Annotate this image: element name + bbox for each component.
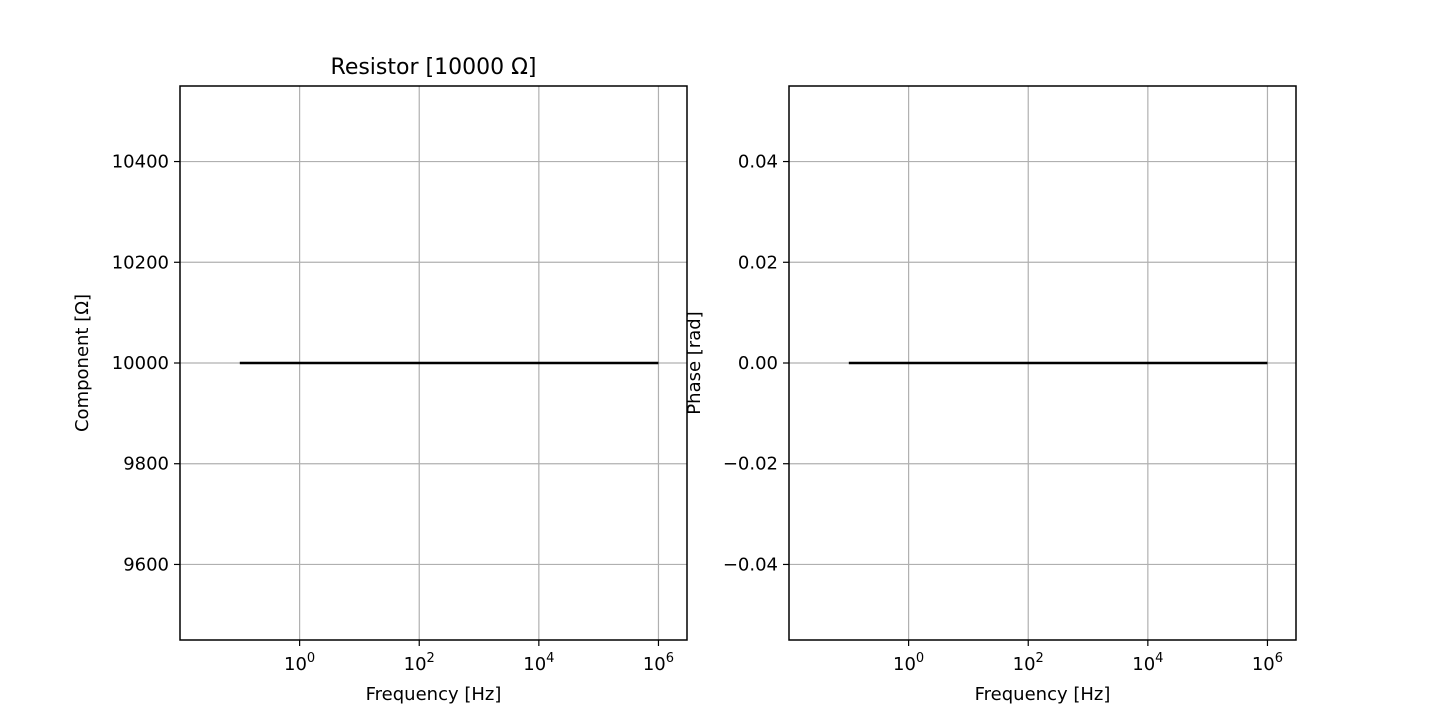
x-tick-label: 100 [893,651,924,675]
phase-chart: 100 102 104 106 −0.04 −0.02 0.00 0.02 0.04 Freque… [684,85,1297,705]
plots: 100 102 104 106 9600 9800 10000 10200 10400 Resis… [72,55,1297,705]
x-axis-label: Frequency [Hz] [366,684,502,705]
x-tick-label: 106 [1252,651,1283,675]
x-tick-label: 106 [643,651,674,675]
x-tick-label: 102 [1013,651,1044,675]
y-tick-label: 9600 [123,554,169,575]
y-tick-label: 10400 [112,152,169,173]
x-tick-label: 104 [523,651,554,675]
x-tick-label: 102 [404,651,435,675]
y-tick-label: −0.02 [723,454,778,475]
y-axis-label: Phase [rad] [684,311,705,414]
y-tick-label: 0.04 [738,152,778,173]
y-tick-label: 10000 [112,353,169,374]
y-tick-label: 9800 [123,454,169,475]
x-axis-label: Frequency [Hz] [975,684,1111,705]
y-tick-label: 0.00 [738,353,778,374]
y-tick-label: 10200 [112,252,169,273]
y-tick-label: 0.02 [738,252,778,273]
y-tick-label: −0.04 [723,554,778,575]
x-tick-label: 100 [284,651,315,675]
component-chart: 100 102 104 106 9600 9800 10000 10200 10400 Resis… [72,55,688,705]
chart-title: Resistor [10000 Ω] [331,55,537,80]
x-tick-label: 104 [1132,651,1163,675]
y-axis-label: Component [Ω] [72,294,93,432]
